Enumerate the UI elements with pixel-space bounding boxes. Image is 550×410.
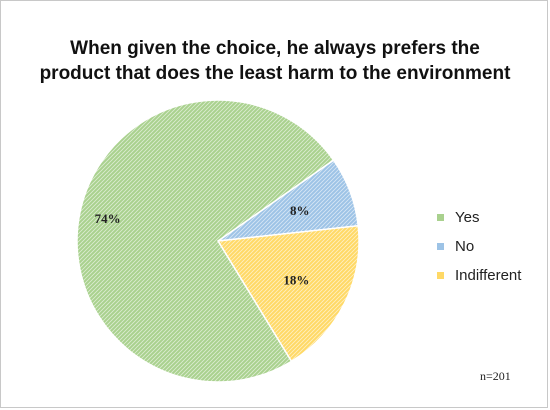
legend-label-yes: Yes: [455, 209, 480, 226]
chart-title: When given the choice, he always prefers…: [10, 36, 540, 86]
chart-legend: Yes No Indifferent: [437, 203, 521, 290]
legend-label-no: No: [455, 238, 475, 255]
slice-label-no: 8%: [290, 203, 310, 218]
legend-item-yes: Yes: [437, 203, 521, 232]
legend-swatch-indifferent: [437, 272, 444, 279]
chart-title-line-2: product that does the least harm to the …: [39, 63, 511, 84]
legend-label-indifferent: Indifferent: [455, 267, 522, 284]
slice-label-indifferent: 18%: [283, 273, 309, 288]
legend-item-indifferent: Indifferent: [437, 261, 521, 290]
sample-size-note: n=201: [480, 369, 511, 383]
pie-slice-yes: [76, 99, 335, 383]
pie-slice-indifferent: [216, 224, 360, 363]
legend-item-no: No: [437, 232, 521, 261]
legend-swatch-yes: [437, 214, 444, 221]
chart-title-line-1: When given the choice, he always prefers…: [70, 38, 480, 59]
legend-swatch-no: [437, 243, 444, 250]
slice-label-yes: 74%: [95, 211, 121, 226]
